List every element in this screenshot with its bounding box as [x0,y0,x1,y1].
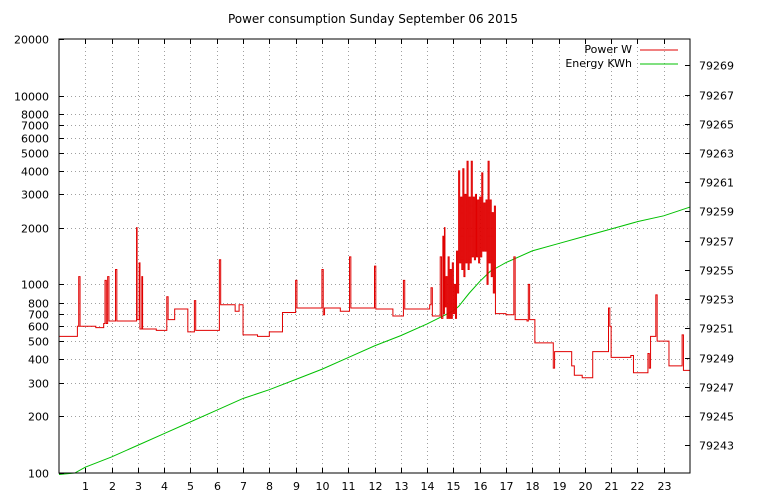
y-right-tick-label: 79257 [699,236,734,249]
y-right-tick-label: 79261 [699,177,734,190]
x-tick-label: 10 [316,480,330,493]
y-left-tick-label: 20000 [14,34,49,47]
plot-frame [58,38,691,474]
x-tick-label: 14 [421,480,435,493]
y-left-tick-label: 6000 [21,133,49,146]
y-right-tick-label: 79255 [699,265,734,278]
y-left-tick-label: 100 [28,468,49,481]
y-right-tick-label: 79251 [699,323,734,336]
x-tick-label: 4 [161,480,168,493]
x-tick-label: 7 [240,480,247,493]
y-right-tick-label: 79265 [699,119,734,132]
y-left-tick-label: 7000 [21,120,49,133]
y-left-tick-label: 500 [28,336,49,349]
y-right-tick-label: 79245 [699,411,734,424]
x-tick-label: 20 [579,480,593,493]
y-right-tick-label: 79269 [699,60,734,73]
x-tick-label: 18 [526,480,540,493]
energy-line [58,206,691,475]
legend-label-power: Power W [584,43,632,56]
y-left-tick-label: 4000 [21,166,49,179]
x-tick-label: 19 [553,480,567,493]
x-tick-label: 17 [500,480,514,493]
y-left-tick-label: 1000 [21,279,49,292]
y-left-tick-label: 300 [28,378,49,391]
y-left-tick-label: 700 [28,309,49,322]
x-tick-label: 13 [395,480,409,493]
y-left-tick-label: 800 [28,298,49,311]
x-tick-label: 1 [82,480,89,493]
y-left-tick-label: 5000 [21,148,49,161]
y-right-tick-label: 79243 [699,440,734,453]
y-left-tick-label: 8000 [21,109,49,122]
chart-title: Power consumption Sunday September 06 20… [228,12,518,26]
power-line [59,160,690,379]
y-right-tick-label: 79249 [699,353,734,366]
y-left-tick-label: 3000 [21,189,49,202]
x-tick-label: 8 [266,480,273,493]
x-tick-label: 2 [109,480,116,493]
power-series [59,160,690,379]
y-right-tick-label: 79253 [699,294,734,307]
y-left-tick-label: 10000 [14,91,49,104]
x-tick-label: 16 [474,480,488,493]
energy-series [58,206,691,475]
x-tick-label: 6 [214,480,221,493]
y-left-tick-label: 600 [28,321,49,334]
legend-label-energy: Energy KWh [565,57,632,70]
x-tick-label: 21 [605,480,619,493]
x-tick-label: 3 [135,480,142,493]
y-right-tick-label: 79259 [699,206,734,219]
grid [59,39,690,473]
x-tick-label: 5 [187,480,194,493]
y-left-tick-label: 200 [28,411,49,424]
x-tick-label: 23 [658,480,672,493]
y-left-tick-label: 400 [28,354,49,367]
axis-ticks: 1 2 3 4 5 6 7 8 9 10 11 12 13 14 15 16 17 18 19 20 21 22 23100… [14,34,734,494]
y-right-tick-label: 79267 [699,90,734,103]
x-tick-label: 22 [631,480,645,493]
x-tick-label: 12 [369,480,383,493]
y-right-tick-label: 79263 [699,148,734,161]
x-tick-label: 11 [342,480,356,493]
x-tick-label: 15 [447,480,461,493]
y-left-tick-label: 2000 [21,223,49,236]
y-right-tick-label: 79247 [699,382,734,395]
legend: Power W Energy KWh [565,43,678,70]
x-tick-label: 9 [293,480,300,493]
